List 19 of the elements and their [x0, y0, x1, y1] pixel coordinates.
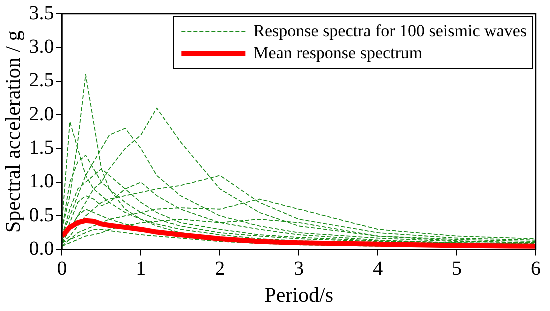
x-tick-label: 6 [531, 258, 541, 280]
x-tick-label: 3 [294, 258, 304, 280]
y-tick-label: 2.0 [29, 103, 54, 126]
y-tick-label: 0.0 [29, 238, 54, 260]
y-axis-title: Spectral acceleration / g [1, 30, 26, 234]
x-tick-label: 5 [452, 258, 462, 280]
y-tick-label: 3.0 [29, 36, 54, 58]
y-tick-label: 1.0 [29, 170, 54, 193]
y-tick-label: 1.5 [29, 136, 54, 159]
x-tick-label: 2 [215, 258, 226, 280]
x-tick-label: 0 [57, 258, 68, 280]
x-axis-title: Period/s [264, 282, 334, 307]
y-tick-label: 0.5 [29, 204, 54, 226]
x-tick-label: 1 [136, 258, 146, 280]
y-tick-label: 3.5 [29, 2, 54, 24]
legend-label: Mean response spectrum [254, 43, 423, 62]
legend-label: Response spectra for 100 seismic waves [254, 21, 528, 40]
y-tick-label: 2.5 [29, 70, 54, 92]
x-tick-label: 4 [373, 258, 384, 280]
